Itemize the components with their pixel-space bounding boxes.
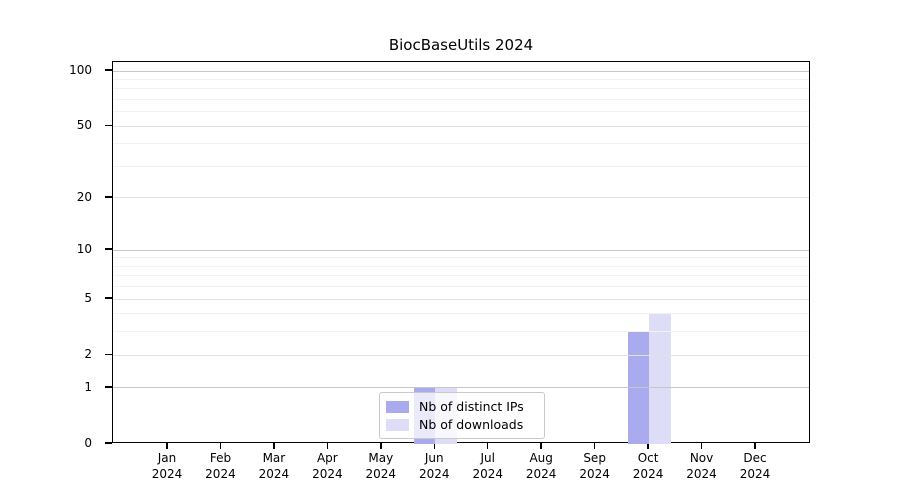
x-tick-label-mar: Mar 2024	[242, 450, 306, 482]
y-tick-mark-50	[105, 124, 112, 126]
x-tick-label-month-sep: Sep	[583, 451, 606, 465]
gridline-major-5	[113, 298, 809, 300]
gridline-minor-70	[113, 98, 809, 100]
plot-inner: Nb of distinct IPs Nb of downloads	[113, 62, 809, 444]
x-tick-label-month-feb: Feb	[209, 451, 232, 465]
x-tick-label-month-apr: Apr	[316, 451, 338, 465]
gridline-major-50	[113, 125, 809, 127]
y-tick-label-20: 20	[76, 189, 92, 204]
y-tick-label-0: 0	[84, 436, 92, 450]
y-tick-mark-10	[105, 248, 112, 250]
gridline-decade-1	[113, 387, 809, 389]
y-tick-label-2: 2	[84, 347, 92, 362]
x-tick-label-year-may: 2024	[365, 467, 397, 481]
x-tick-mark-sep	[593, 443, 596, 449]
x-tick-label-year-sep: 2024	[579, 467, 610, 481]
x-tick-mark-may	[380, 443, 382, 449]
x-tick-label-year-jul: 2024	[472, 467, 503, 481]
y-tick-mark-0	[105, 442, 112, 444]
x-tick-label-year-jun: 2024	[418, 467, 450, 481]
gridline-minor-30	[113, 165, 809, 167]
y-tick-mark-1	[105, 386, 112, 388]
x-tick-label-jun: Jun 2024	[402, 450, 466, 482]
x-tick-label-month-may: May	[368, 451, 394, 465]
x-tick-mark-jan	[166, 443, 168, 449]
legend-swatch-distinct-ips	[386, 401, 409, 413]
gridline-major-2	[113, 354, 809, 356]
y-tick-label-50: 50	[76, 118, 92, 133]
x-tick-label-may: May 2024	[349, 450, 413, 482]
gridline-decade-10	[113, 249, 809, 251]
x-tick-label-sep: Sep 2024	[563, 450, 627, 482]
gridline-minor-4	[113, 313, 809, 315]
x-tick-label-jul: Jul 2024	[456, 450, 520, 482]
x-axis: Jan 2024 Feb 2024 Mar 2024 Apr 2024 May 2024 Jun 20…	[112, 443, 810, 488]
legend-item-downloads: Nb of downloads	[386, 416, 536, 434]
y-tick-mark-2	[105, 353, 112, 355]
gridline-decade-100	[113, 70, 809, 72]
legend: Nb of distinct IPs Nb of downloads	[379, 392, 545, 439]
y-tick-mark-5	[105, 297, 112, 299]
x-tick-label-year-aug: 2024	[525, 467, 557, 481]
x-tick-label-year-jan: 2024	[151, 467, 183, 481]
x-tick-label-month-jul: Jul	[480, 451, 495, 465]
x-tick-label-month-jan: Jan	[157, 451, 177, 465]
x-tick-label-nov: Nov 2024	[670, 450, 734, 482]
x-tick-mark-nov	[700, 443, 703, 449]
y-axis: 0 1 2 5 10 20 50 100	[0, 61, 112, 450]
x-tick-label-month-nov: Nov	[689, 451, 714, 465]
x-tick-mark-dec	[754, 443, 756, 449]
x-tick-label-month-jun: Jun	[424, 451, 444, 465]
x-tick-label-aug: Aug 2024	[509, 450, 573, 482]
x-tick-label-month-dec: Dec	[743, 451, 767, 465]
gridline-minor-80	[113, 88, 809, 90]
x-tick-mark-feb	[219, 443, 222, 449]
x-tick-label-dec: Dec 2024	[723, 450, 787, 482]
gridline-minor-9	[113, 257, 809, 259]
x-tick-mark-oct	[647, 443, 649, 449]
x-tick-label-feb: Feb 2024	[188, 450, 252, 482]
x-tick-mark-jun	[433, 443, 435, 449]
chart-title: BiocBaseUtils 2024	[388, 36, 534, 54]
gridline-major-20	[113, 197, 809, 199]
legend-label-distinct-ips: Nb of distinct IPs	[419, 399, 524, 414]
gridline-minor-40	[113, 143, 809, 145]
x-tick-label-apr: Apr 2024	[295, 450, 359, 482]
legend-label-downloads: Nb of downloads	[419, 417, 524, 432]
gridline-minor-60	[113, 111, 809, 113]
gridline-minor-8	[113, 265, 809, 267]
x-tick-label-year-dec: 2024	[739, 467, 771, 481]
legend-swatch-downloads	[386, 419, 409, 431]
y-tick-mark-20	[105, 196, 112, 198]
y-tick-label-1: 1	[84, 379, 92, 394]
gridline-minor-90	[113, 78, 809, 80]
y-tick-label-10: 10	[76, 242, 92, 257]
x-tick-label-year-feb: 2024	[205, 467, 236, 481]
x-tick-label-year-nov: 2024	[686, 467, 717, 481]
x-tick-mark-aug	[540, 443, 542, 449]
legend-item-distinct-ips: Nb of distinct IPs	[386, 398, 536, 416]
x-tick-label-month-mar: Mar	[262, 451, 286, 465]
x-tick-label-jan: Jan 2024	[135, 450, 199, 482]
x-tick-label-oct: Oct 2024	[616, 450, 680, 482]
x-tick-label-year-mar: 2024	[258, 467, 290, 481]
x-tick-mark-apr	[326, 443, 329, 449]
x-tick-mark-mar	[273, 443, 275, 449]
x-tick-label-year-oct: 2024	[632, 467, 664, 481]
gridline-minor-3	[113, 331, 809, 333]
y-tick-label-5: 5	[84, 291, 92, 306]
x-tick-label-year-apr: 2024	[312, 467, 343, 481]
x-tick-label-month-oct: Oct	[637, 451, 659, 465]
y-tick-mark-100	[105, 69, 112, 71]
x-tick-label-month-aug: Aug	[529, 451, 553, 465]
x-tick-mark-jul	[487, 443, 489, 449]
gridline-minor-7	[113, 275, 809, 277]
gridline-minor-6	[113, 286, 809, 288]
y-tick-label-100: 100	[69, 63, 92, 77]
plot-area: Nb of distinct IPs Nb of downloads	[112, 61, 810, 444]
bar-downloads-oct	[649, 313, 671, 444]
